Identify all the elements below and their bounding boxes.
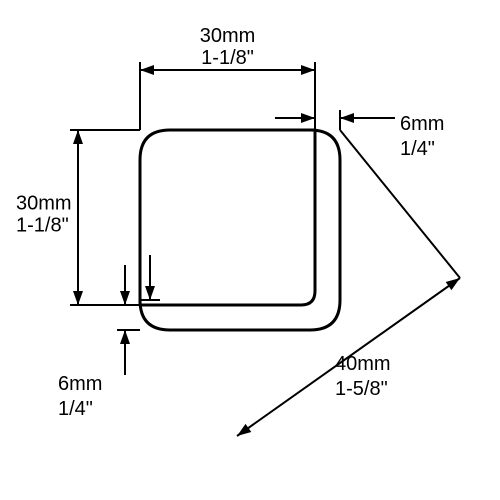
dim-top-width-mm: 30mm: [200, 25, 256, 47]
bracket-inner-edge: [140, 130, 315, 305]
bracket-outer-outline: [140, 130, 340, 330]
dim-left-height-in: 1-1/8": [16, 215, 69, 237]
dim-right-thk-in: 1/4": [400, 138, 435, 160]
dim-top-width-in: 1-1/8": [201, 47, 254, 69]
dim-diagonal-in: 1-5/8": [335, 378, 388, 400]
dim-diagonal-mm: 40mm: [335, 353, 391, 375]
dim-bottom-thk-in: 1/4": [58, 398, 93, 420]
dim-left-height-mm: 30mm: [16, 193, 72, 215]
dim-right-thk-mm: 6mm: [400, 113, 444, 135]
dim-bottom-thk-mm: 6mm: [58, 373, 102, 395]
